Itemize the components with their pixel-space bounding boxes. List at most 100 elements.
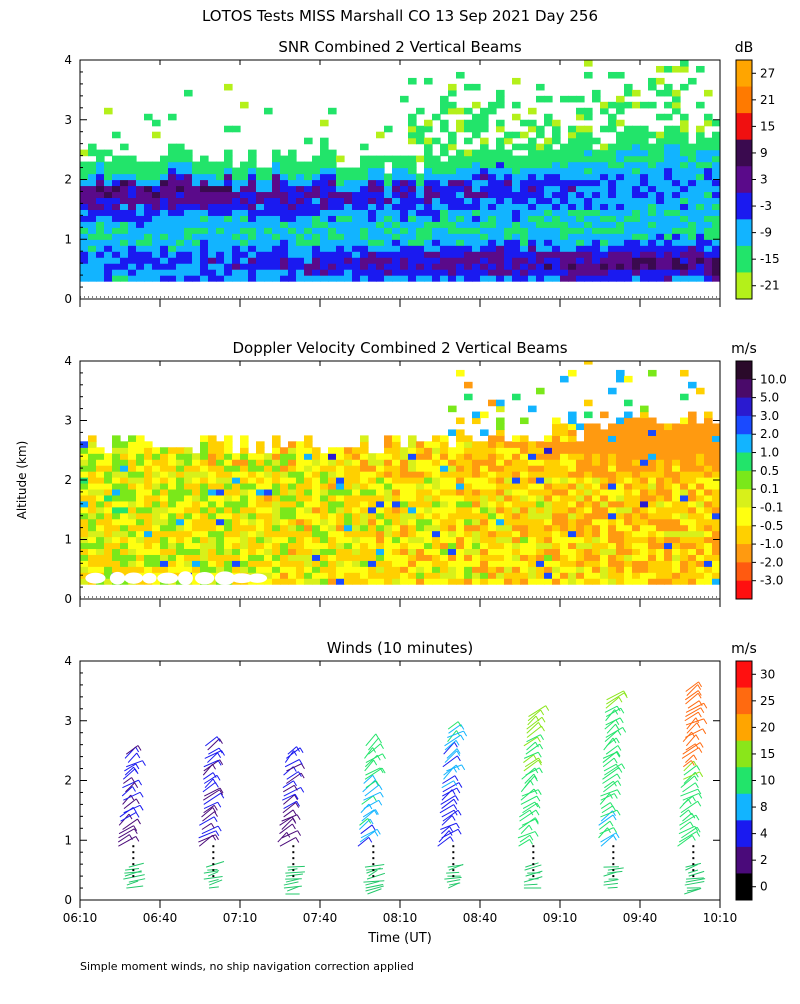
doppler-cell — [128, 459, 137, 466]
doppler-cell — [640, 453, 649, 460]
doppler-cell — [216, 477, 225, 484]
snr-cell — [552, 233, 561, 240]
x-tick-label: 08:10 — [383, 911, 418, 925]
snr-cell — [456, 251, 465, 258]
snr-cell — [608, 150, 617, 157]
snr-cell — [280, 257, 289, 264]
snr-cell — [456, 120, 465, 127]
snr-cell — [120, 209, 129, 216]
snr-cell — [224, 245, 233, 252]
wind-barb-flag — [457, 788, 460, 793]
doppler-cell — [480, 548, 489, 555]
doppler-cell — [296, 477, 305, 484]
snr-cell — [128, 162, 137, 169]
doppler-cell — [320, 483, 329, 490]
snr-cell — [592, 269, 601, 276]
snr-cell — [280, 180, 289, 187]
snr-cell — [424, 239, 433, 246]
snr-cell — [392, 239, 401, 246]
doppler-cell — [616, 459, 625, 466]
doppler-cell — [552, 477, 561, 484]
doppler-cell — [648, 560, 657, 567]
snr-cell — [256, 227, 265, 234]
doppler-cell — [600, 537, 609, 544]
doppler-cell — [184, 501, 193, 508]
snr-cell — [344, 215, 353, 222]
wind-marker — [692, 875, 694, 877]
snr-cell — [456, 150, 465, 157]
snr-cell — [464, 233, 473, 240]
snr-cell — [336, 185, 345, 192]
doppler-cell — [688, 554, 697, 561]
doppler-cell — [184, 531, 193, 538]
wind-barb — [444, 877, 461, 879]
snr-cell — [344, 221, 353, 228]
snr-cell — [504, 197, 513, 204]
snr-cell — [584, 269, 593, 276]
snr-cell — [248, 162, 257, 169]
doppler-cell — [312, 489, 321, 496]
doppler-cell — [600, 578, 609, 585]
snr-cell — [672, 239, 681, 246]
snr-cell — [232, 257, 241, 264]
snr-cell — [280, 269, 289, 276]
snr-cell — [336, 203, 345, 210]
doppler-cell — [480, 507, 489, 514]
wind-barb — [287, 866, 304, 867]
doppler-cell — [456, 501, 465, 508]
doppler-cell — [608, 566, 617, 573]
snr-cell — [616, 96, 625, 103]
doppler-cell — [272, 495, 281, 502]
dop-colorbar-band — [736, 581, 752, 600]
snr-cell — [584, 227, 593, 234]
snr-cell — [712, 203, 721, 210]
doppler-cell — [160, 537, 169, 544]
snr-cell — [320, 233, 329, 240]
snr-cell — [368, 239, 377, 246]
doppler-cell — [480, 489, 489, 496]
doppler-cell — [656, 447, 665, 454]
doppler-cell — [464, 441, 473, 448]
snr-cell — [320, 138, 329, 145]
snr-cell — [656, 251, 665, 258]
doppler-cell — [440, 507, 449, 514]
snr-cell — [640, 257, 649, 264]
doppler-cell — [648, 537, 657, 544]
doppler-cell — [600, 453, 609, 460]
doppler-cell — [456, 370, 465, 377]
snr-cell — [576, 138, 585, 145]
doppler-cell — [560, 548, 569, 555]
doppler-cell — [424, 572, 433, 579]
snr-cell — [448, 191, 457, 198]
doppler-cell — [632, 542, 641, 549]
snr-cell — [224, 168, 233, 175]
snr-cell — [328, 239, 337, 246]
snr-cell — [80, 263, 89, 270]
doppler-cell — [480, 566, 489, 573]
doppler-cell — [496, 578, 505, 585]
snr-cell — [392, 227, 401, 234]
doppler-cell — [608, 489, 617, 496]
snr-cell — [136, 185, 145, 192]
snr-cell — [176, 150, 185, 157]
snr-cell — [520, 269, 529, 276]
snr-cell — [208, 263, 217, 270]
snr-cell — [576, 215, 585, 222]
snr-cell — [472, 185, 481, 192]
doppler-cell — [480, 429, 489, 436]
snr-cell — [384, 245, 393, 252]
doppler-cell — [432, 483, 441, 490]
doppler-cell — [712, 441, 721, 448]
wind-barb-flag — [379, 785, 382, 790]
wind-marker — [132, 851, 134, 853]
doppler-cell — [320, 495, 329, 502]
snr-cell — [136, 180, 145, 187]
doppler-cell — [152, 566, 161, 573]
snr-cell — [224, 203, 233, 210]
doppler-cell — [136, 566, 145, 573]
snr-cell — [672, 269, 681, 276]
doppler-cell — [584, 447, 593, 454]
doppler-cell — [624, 560, 633, 567]
snr-cell — [560, 191, 569, 198]
snr-cell — [232, 126, 241, 133]
